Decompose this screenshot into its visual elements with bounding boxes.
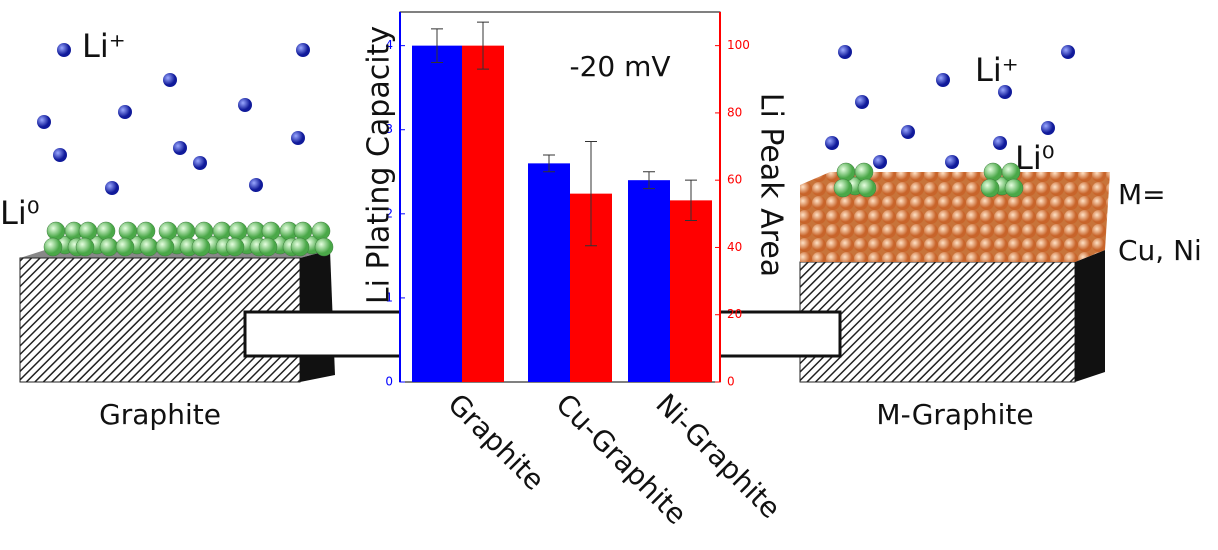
error-bar — [543, 154, 555, 173]
li-metal — [833, 178, 853, 198]
metal-label: Li⁰ — [1015, 139, 1055, 177]
li-metal — [836, 162, 856, 182]
li-ion — [993, 136, 1007, 150]
error-bar — [685, 179, 697, 222]
li-metal — [258, 237, 278, 257]
block-side — [1075, 250, 1105, 382]
y-tick-label: 0 — [385, 375, 393, 389]
bar — [462, 45, 504, 383]
metal-layer — [800, 172, 1110, 262]
y-tick-label: 2 — [385, 206, 393, 220]
li-ion — [825, 136, 839, 150]
annotation: -20 mV — [569, 50, 670, 83]
li-ion — [291, 131, 305, 145]
y2-tick-label: 100 — [727, 38, 750, 52]
ion-label: Li⁺ — [975, 51, 1019, 89]
li-ion — [193, 156, 207, 170]
li-metal — [46, 221, 66, 241]
li-metal — [75, 237, 95, 257]
li-ion — [105, 181, 119, 195]
li-ion — [998, 85, 1012, 99]
li-metal — [1004, 178, 1024, 198]
li-metal — [43, 237, 63, 257]
li-metal — [212, 221, 232, 241]
li-metal — [857, 178, 877, 198]
y2-tick-label: 80 — [727, 105, 742, 119]
li-ion — [163, 73, 177, 87]
y2-tick-label: 20 — [727, 307, 742, 321]
li-metal — [314, 237, 334, 257]
li-ion — [53, 148, 67, 162]
y-axis-label: Li Plating Capacity — [362, 26, 397, 304]
li-ion — [873, 155, 887, 169]
bar — [670, 200, 712, 382]
bar — [528, 163, 570, 382]
y2-tick-label: 40 — [727, 240, 742, 254]
li-metal — [983, 162, 1003, 182]
caption: Graphite — [99, 398, 221, 431]
metals: Cu, Ni — [1118, 234, 1202, 267]
illustration: Li⁺ Li⁰ Graphite Li⁺ Li⁰ M-Graphite M= C… — [0, 27, 1202, 431]
y2-axis-label: Li Peak Area — [754, 93, 789, 277]
y-tick-label: 1 — [385, 290, 393, 304]
y-tick-label: 4 — [385, 38, 393, 52]
error-bar — [585, 141, 597, 247]
li-metal — [228, 221, 248, 241]
li-metal — [311, 221, 331, 241]
li-ion — [57, 43, 71, 57]
li-metal — [139, 237, 159, 257]
y-tick-label: 3 — [385, 122, 393, 136]
li-metal — [115, 237, 135, 257]
x-tick-label: Graphite — [441, 387, 551, 497]
li-ion — [118, 105, 132, 119]
li-metal — [980, 178, 1000, 198]
li-ion — [838, 45, 852, 59]
li-ion — [238, 98, 252, 112]
li-metal — [1001, 162, 1021, 182]
metal-eq: M= — [1118, 178, 1166, 211]
li-metal — [155, 237, 175, 257]
li-metal — [293, 221, 313, 241]
error-bar — [431, 28, 443, 63]
chart: 01234020406080100GraphiteCu-GraphiteNi-G… — [362, 11, 789, 531]
li-metal — [136, 221, 156, 241]
li-metal — [290, 237, 310, 257]
li-metal — [78, 221, 98, 241]
li-metal — [854, 162, 874, 182]
li-ion — [173, 141, 187, 155]
li-metal — [118, 221, 138, 241]
li-metal — [96, 221, 116, 241]
li-ion — [1041, 121, 1055, 135]
li-ion — [37, 115, 51, 129]
y2-tick-label: 60 — [727, 173, 742, 187]
li-metal — [191, 237, 211, 257]
bar — [412, 45, 462, 383]
li-ion — [945, 155, 959, 169]
li-metal — [225, 237, 245, 257]
li-ion — [855, 95, 869, 109]
ion-label: Li⁺ — [82, 27, 126, 65]
y2-tick-label: 0 — [727, 375, 735, 389]
metal-label: Li⁰ — [0, 194, 40, 232]
li-metal — [194, 221, 214, 241]
li-ion — [1061, 45, 1075, 59]
li-ion — [936, 73, 950, 87]
li-ion — [296, 43, 310, 57]
li-metal — [99, 237, 119, 257]
bar — [628, 180, 670, 382]
error-bar — [643, 171, 655, 190]
error-bar — [477, 21, 489, 70]
li-metal — [158, 221, 178, 241]
li-metal — [176, 221, 196, 241]
caption: M-Graphite — [876, 398, 1033, 431]
li-ion — [249, 178, 263, 192]
li-metal — [261, 221, 281, 241]
li-ion — [901, 125, 915, 139]
